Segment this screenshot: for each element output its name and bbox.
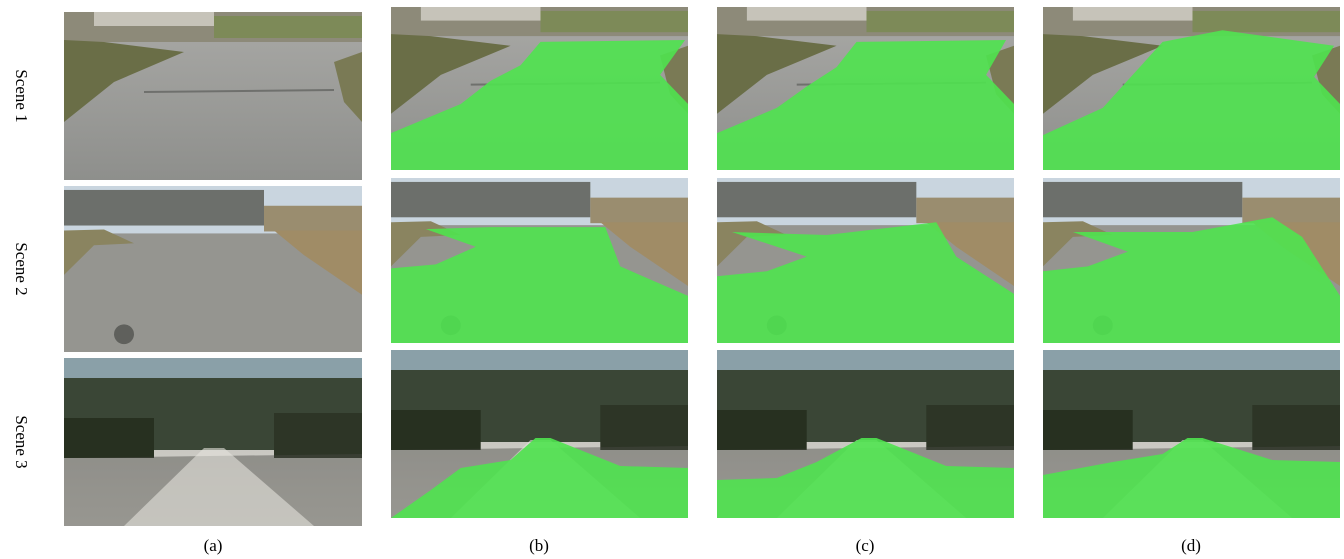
scene-label: Scene 3 <box>12 415 31 468</box>
column-c <box>717 7 1014 518</box>
column-d <box>1043 7 1340 518</box>
column-label: (b) <box>529 536 549 555</box>
column-label: (c) <box>856 536 875 555</box>
scene-label: Scene 2 <box>12 242 31 295</box>
scene-label: Scene 1 <box>12 69 31 122</box>
photo <box>64 186 362 352</box>
photo <box>64 12 362 180</box>
photo <box>64 358 362 526</box>
figure: Scene 1 Scene 2 Scene 3 (a) (b) (c) (d) <box>0 0 1344 559</box>
column-b <box>391 7 688 518</box>
column-label: (d) <box>1181 536 1201 555</box>
column-label: (a) <box>204 536 223 555</box>
